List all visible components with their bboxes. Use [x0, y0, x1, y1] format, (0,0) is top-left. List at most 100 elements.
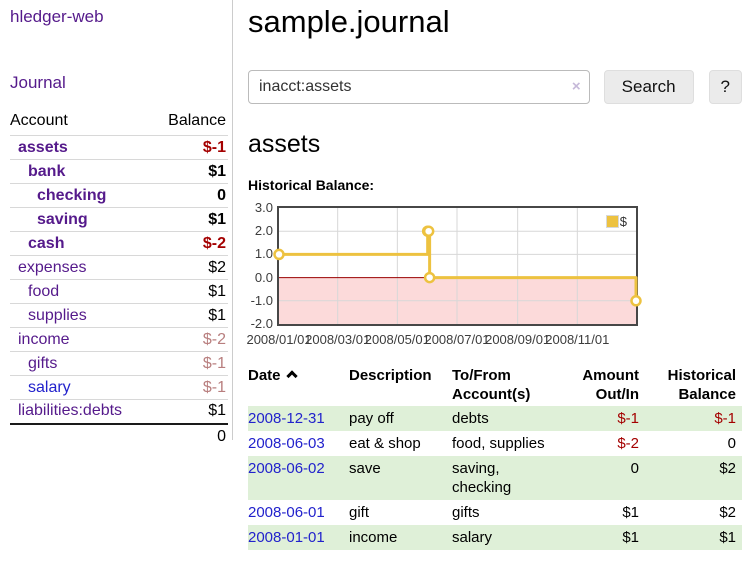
- transaction-balance: $-1: [714, 410, 736, 427]
- account-balance: $1: [152, 207, 228, 232]
- account-balance: 0: [152, 183, 228, 208]
- sidebar-item-journal[interactable]: Journal: [10, 73, 66, 92]
- register-header-row: Date Description To/From Account(s) Amou…: [248, 364, 742, 406]
- transaction-accounts: gifts: [452, 504, 480, 521]
- account-row: saving $1: [10, 207, 228, 232]
- amount-column-header: Amount Out/In: [582, 367, 639, 403]
- account-heading: assets: [248, 130, 321, 158]
- transaction-date-link[interactable]: 2008-06-02: [248, 460, 325, 477]
- account-row: salary $-1: [10, 375, 228, 400]
- chart-legend: $: [605, 214, 627, 229]
- page-title: sample.journal: [248, 4, 450, 39]
- account-balance: $1: [152, 303, 228, 328]
- accounts-table: Account Balance assets $-1 bank $1 check…: [10, 109, 228, 449]
- account-link[interactable]: bank: [28, 162, 66, 180]
- transaction-date-link[interactable]: 2008-12-31: [248, 410, 325, 427]
- register-row: 2008-01-01 income salary $1 $1: [248, 525, 742, 550]
- transaction-description: pay off: [349, 410, 394, 427]
- account-balance: $-1: [152, 375, 228, 400]
- transaction-accounts: saving, checking: [452, 460, 512, 496]
- account-link[interactable]: food: [28, 282, 60, 300]
- transaction-accounts: salary: [452, 529, 493, 546]
- account-link[interactable]: income: [18, 330, 70, 348]
- series-swatch-icon: [605, 215, 619, 228]
- account-link[interactable]: supplies: [28, 306, 87, 324]
- account-row: expenses $2: [10, 255, 228, 280]
- account-row: liabilities:debts $1: [10, 399, 228, 424]
- account-row: gifts $-1: [10, 351, 228, 376]
- brand-link[interactable]: hledger-web: [10, 7, 104, 26]
- register-row: 2008-06-02 save saving, checking 0 $2: [248, 456, 742, 500]
- balance-column-header: Balance: [168, 112, 226, 129]
- main-content: sample.journal × Search ? assets Histori…: [246, 0, 742, 550]
- y-axis-tick-label: 3.0: [254, 200, 273, 215]
- transaction-amount: $1: [622, 504, 639, 521]
- x-axis-tick-label: 2008/03/01: [305, 332, 371, 347]
- account-row: checking 0: [10, 183, 228, 208]
- transaction-amount: $-1: [617, 410, 639, 427]
- account-link[interactable]: salary: [28, 378, 71, 396]
- register-row: 2008-06-03 eat & shop food, supplies $-2…: [248, 431, 742, 456]
- series-label: $: [619, 214, 627, 229]
- x-axis-tick-label: 2008/09/01: [485, 332, 551, 347]
- accounts-total-value: 0: [152, 422, 228, 449]
- account-link[interactable]: assets: [18, 138, 68, 156]
- transaction-description: income: [349, 529, 398, 546]
- transaction-description: eat & shop: [349, 435, 421, 452]
- y-axis-tick-label: -1.0: [250, 292, 273, 308]
- account-balance: $1: [152, 159, 228, 184]
- account-link[interactable]: gifts: [28, 354, 58, 372]
- y-axis-tick-label: -2.0: [250, 316, 273, 331]
- account-balance: $-2: [152, 327, 228, 352]
- search-button[interactable]: Search: [603, 70, 694, 104]
- register-row: 2008-06-01 gift gifts $1 $2: [248, 500, 742, 525]
- balance-column-header: Historical Balance: [667, 367, 736, 403]
- transaction-accounts: debts: [452, 410, 489, 427]
- help-button[interactable]: ?: [708, 70, 742, 104]
- transaction-date-link[interactable]: 2008-06-01: [248, 504, 325, 521]
- search-form: × Search ?: [248, 70, 742, 104]
- account-row: food $1: [10, 279, 228, 304]
- y-axis-tick-label: 2.0: [254, 223, 273, 239]
- account-link[interactable]: expenses: [18, 258, 87, 276]
- transaction-balance: 0: [727, 435, 736, 452]
- accounts-total-row: 0: [10, 422, 228, 449]
- clear-search-icon[interactable]: ×: [571, 78, 581, 95]
- accounts-header-row: Account Balance: [10, 109, 228, 136]
- sidebar: hledger-web Journal Account Balance asse…: [0, 0, 233, 449]
- register-row: 2008-12-31 pay off debts $-1 $-1: [248, 406, 742, 431]
- account-row: assets $-1: [10, 135, 228, 160]
- chart-canvas: [273, 208, 642, 324]
- account-balance: $-1: [152, 351, 228, 376]
- account-balance: $2: [152, 255, 228, 280]
- account-link[interactable]: liabilities:debts: [18, 402, 123, 420]
- transaction-date-link[interactable]: 2008-01-01: [248, 529, 325, 546]
- balance-chart[interactable]: $ 3.0 2.0 1.0 0.0 -1.0 -2.0 2008/01/01 2008/03/…: [246, 200, 742, 347]
- x-axis-tick-label: 2008/05/01: [364, 332, 430, 347]
- account-balance: $1: [152, 399, 228, 424]
- account-row: supplies $1: [10, 303, 228, 328]
- sort-asc-icon: [285, 370, 298, 382]
- transaction-balance: $1: [719, 529, 736, 546]
- account-balance: $-2: [152, 231, 228, 256]
- plot-area[interactable]: $: [273, 206, 642, 326]
- account-link[interactable]: checking: [37, 186, 107, 204]
- transaction-amount: $1: [622, 529, 639, 546]
- account-balance: $-1: [152, 135, 228, 160]
- account-link[interactable]: saving: [37, 210, 88, 228]
- x-axis-tick-label: 2008/11/01: [545, 332, 610, 347]
- transaction-amount: 0: [630, 460, 639, 477]
- transaction-accounts: food, supplies: [452, 435, 545, 452]
- account-column-header: Account: [10, 112, 68, 129]
- search-input[interactable]: [248, 70, 590, 104]
- transaction-balance: $2: [719, 504, 736, 521]
- date-column-header[interactable]: Date: [248, 364, 345, 406]
- accounts-column-header: To/From Account(s): [452, 367, 531, 403]
- account-balance: $1: [152, 279, 228, 304]
- chart-section-label: Historical Balance:: [248, 177, 375, 193]
- transaction-description: save: [349, 460, 381, 477]
- transaction-date-link[interactable]: 2008-06-03: [248, 435, 325, 452]
- transaction-amount: $-2: [617, 435, 639, 452]
- description-column-header: Description: [349, 367, 432, 384]
- account-link[interactable]: cash: [28, 234, 65, 252]
